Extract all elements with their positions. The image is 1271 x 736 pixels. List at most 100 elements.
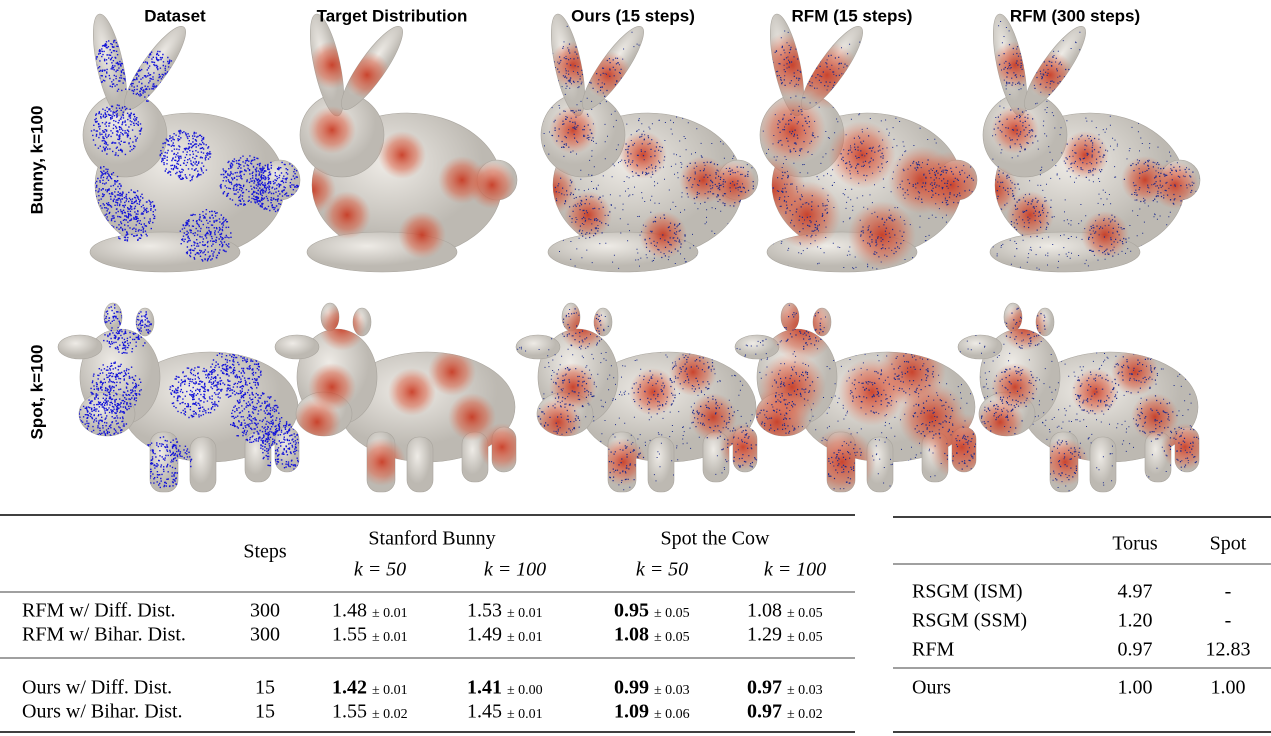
cell-value: 1.09: [614, 701, 649, 723]
density-spot: [478, 423, 526, 471]
mesh-part: [116, 20, 195, 117]
panel-image: [503, 253, 767, 503]
density-spot: [918, 151, 986, 219]
panel-image: [722, 252, 996, 503]
column-title: RFM (15 steps): [792, 6, 913, 25]
mesh-part: [958, 335, 1002, 359]
cell-value: 0.97: [1118, 639, 1153, 661]
panel-image: [58, 303, 312, 492]
steps: 300: [250, 600, 280, 622]
method: RFM w/ Diff. Dist.: [22, 600, 176, 622]
cell-value: 1.45: [467, 701, 502, 723]
panel-image: [945, 252, 1209, 503]
subheader: k = 100: [764, 559, 826, 581]
cell-std: ± 0.05: [654, 606, 690, 621]
method: Ours w/ Diff. Dist.: [22, 677, 172, 699]
page: Bunny, k=100Spot, k=100DatasetTarget Dis…: [0, 0, 1271, 736]
density-spot: [358, 438, 406, 486]
cell-value: 1.29: [747, 624, 782, 646]
density-spot: [768, 293, 836, 361]
density-spot: [378, 131, 426, 179]
method: RSGM (ISM): [912, 581, 1023, 603]
density-spot: [599, 438, 647, 486]
mesh-part: [190, 437, 216, 492]
column-title: Target Distribution: [317, 6, 468, 25]
density-spot: [398, 211, 446, 259]
density-spot: [1001, 303, 1049, 351]
cell-std: ± 0.01: [372, 683, 408, 698]
cell-std: ± 0.01: [372, 630, 408, 645]
cell-value: 1.48: [332, 600, 367, 622]
mesh-part: [1090, 437, 1116, 492]
density-spot: [1041, 438, 1089, 486]
density-spot: [793, 41, 861, 109]
method: Ours: [912, 677, 951, 699]
cell-std: ± 0.05: [654, 630, 690, 645]
cell-value: 1.55: [332, 624, 367, 646]
panel-image: [69, 11, 301, 272]
cell-value: 1.53: [467, 600, 502, 622]
mesh-part: [516, 335, 560, 359]
steps: 300: [250, 624, 280, 646]
mesh-part: [136, 308, 154, 336]
cell-value: 0.99: [614, 677, 649, 699]
cell-std: ± 0.03: [787, 683, 823, 698]
mesh-part: [275, 335, 319, 359]
cell-std: ± 0.06: [654, 707, 690, 722]
cell-value: -: [1225, 610, 1232, 632]
header: Torus: [1112, 533, 1157, 555]
cell-value: 1.55: [332, 701, 367, 723]
steps: 15: [255, 701, 275, 723]
density-spot: [318, 303, 366, 351]
header: Steps: [243, 541, 287, 563]
density-spot: [976, 398, 1024, 446]
density-spot: [848, 201, 916, 269]
method: RFM w/ Bihar. Dist.: [22, 624, 186, 646]
cell-std: ± 0.05: [787, 606, 823, 621]
density-spot: [584, 51, 632, 99]
cell-std: ± 0.02: [372, 707, 408, 722]
density-spot: [808, 428, 876, 496]
subheader: k = 50: [636, 559, 688, 581]
density-spot: [669, 348, 717, 396]
density-spot: [343, 51, 391, 99]
panel-image: [722, 11, 986, 272]
panel-image: [946, 11, 1206, 272]
method: RSGM (SSM): [912, 610, 1027, 632]
density-spot: [293, 398, 341, 446]
mesh-part: [90, 232, 240, 272]
cell-std: ± 0.01: [507, 707, 543, 722]
group-header: Spot the Cow: [661, 528, 770, 550]
cell-value: 1.00: [1211, 677, 1246, 699]
mesh-part: [58, 335, 102, 359]
cell-value: 12.83: [1206, 639, 1251, 661]
column-title: RFM (300 steps): [1010, 6, 1140, 25]
mesh-part: [407, 437, 433, 492]
cell-std: ± 0.01: [372, 606, 408, 621]
subheader: k = 50: [354, 559, 406, 581]
density-spot: [559, 303, 607, 351]
panel-image: [288, 11, 517, 272]
subheader: k = 100: [484, 559, 546, 581]
cell-value: -: [1225, 581, 1232, 603]
density-spot: [709, 161, 757, 209]
cell-value: 1.41: [467, 677, 502, 699]
cell-std: ± 0.01: [507, 630, 543, 645]
cell-value: 1.08: [747, 600, 782, 622]
panel-image: [504, 11, 764, 272]
density-spot: [428, 348, 476, 396]
cell-std: ± 0.05: [787, 630, 823, 645]
density-spot: [308, 106, 356, 154]
row-label: Bunny, k=100: [27, 106, 46, 215]
row-label: Spot, k=100: [27, 345, 46, 440]
cell-value: 0.97: [747, 677, 782, 699]
group-header: Stanford Bunny: [368, 528, 495, 550]
cell-value: 4.97: [1118, 581, 1153, 603]
cell-std: ± 0.03: [654, 683, 690, 698]
cell-value: 0.97: [747, 701, 782, 723]
cell-value: 0.95: [614, 600, 649, 622]
column-title: Ours (15 steps): [571, 6, 695, 25]
density-spot: [878, 338, 946, 406]
cell-value: 1.42: [332, 677, 367, 699]
cell-value: 1.20: [1118, 610, 1153, 632]
